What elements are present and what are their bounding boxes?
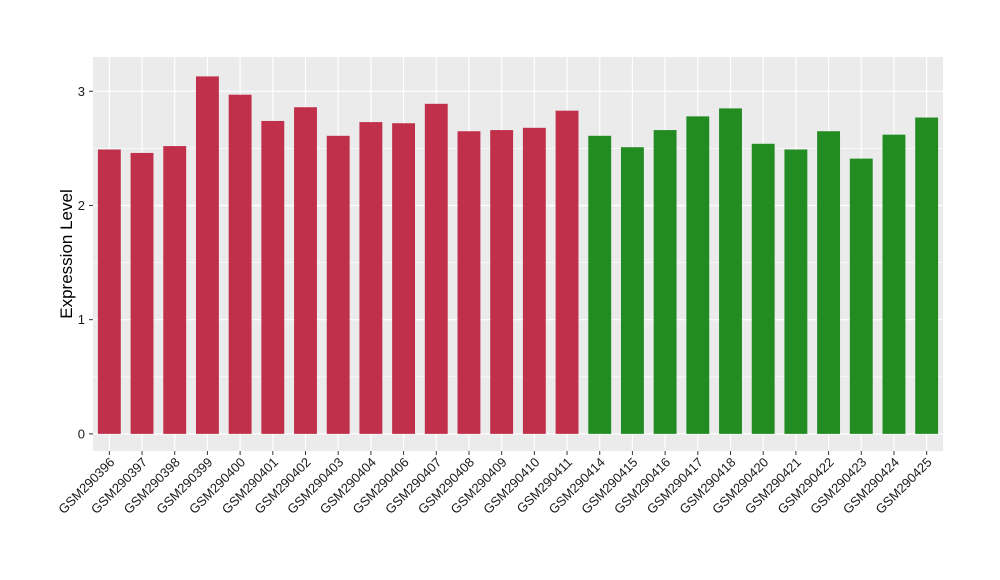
bar-GSM290397 — [130, 152, 154, 434]
bar-GSM290406 — [392, 123, 416, 434]
y-tick-label: 0 — [78, 426, 85, 441]
bar-GSM290420 — [751, 143, 775, 434]
bar-GSM290421 — [784, 149, 808, 434]
bar-GSM290418 — [719, 108, 742, 434]
bar-GSM290403 — [326, 135, 350, 434]
bar-GSM290425 — [915, 117, 939, 434]
bar-GSM290401 — [261, 120, 285, 434]
bar-GSM290414 — [588, 135, 612, 434]
y-tick-label: 3 — [78, 84, 85, 99]
x-axis: GSM290396GSM290397GSM290398GSM290399GSM2… — [55, 451, 935, 517]
bar-GSM290404 — [359, 122, 383, 434]
bar-GSM290408 — [457, 131, 481, 434]
bar-GSM290411 — [555, 110, 579, 434]
y-tick-label: 2 — [78, 198, 85, 213]
bar-GSM290400 — [228, 94, 252, 434]
bar-GSM290423 — [849, 158, 873, 434]
bar-layer — [97, 76, 939, 434]
bar-GSM290398 — [163, 146, 187, 434]
bar-GSM290402 — [294, 107, 317, 434]
y-tick-label: 1 — [78, 312, 85, 327]
bar-GSM290396 — [97, 149, 121, 434]
bar-GSM290422 — [817, 131, 841, 434]
bar-GSM290399 — [195, 76, 219, 434]
y-axis: 0 1 2 3 — [78, 84, 93, 441]
bar-GSM290416 — [653, 130, 677, 434]
bar-GSM290409 — [490, 130, 514, 434]
bar-GSM290424 — [882, 134, 906, 434]
bar-GSM290410 — [522, 127, 546, 434]
plot-panel — [93, 57, 943, 451]
bar-GSM290407 — [424, 103, 448, 434]
bar-GSM290417 — [686, 116, 710, 434]
y-axis-label: Expression Level — [57, 189, 76, 318]
bar-GSM290415 — [620, 147, 644, 434]
